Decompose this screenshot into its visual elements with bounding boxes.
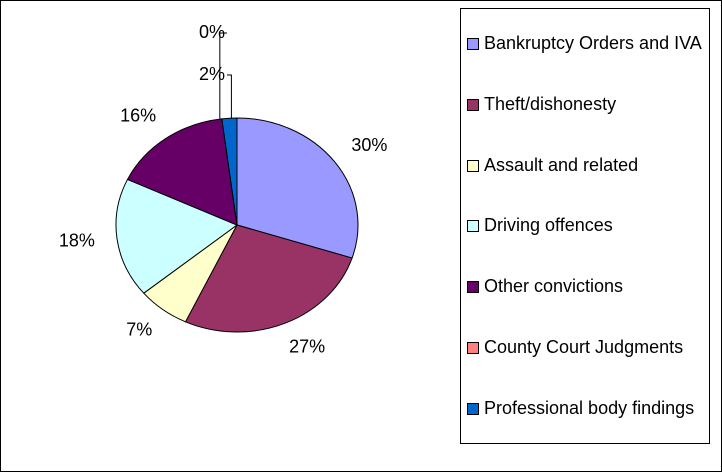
legend-item: County Court Judgments bbox=[467, 336, 703, 359]
legend-item: Bankruptcy Orders and IVA bbox=[467, 32, 703, 55]
legend-label: Professional body findings bbox=[484, 397, 695, 418]
legend-label: Other convictions bbox=[484, 276, 624, 297]
data-label: 7% bbox=[126, 319, 152, 339]
legend-label: Bankruptcy Orders and IVA bbox=[484, 32, 702, 53]
pie-slice bbox=[236, 117, 359, 259]
legend-swatch bbox=[467, 281, 479, 294]
leader-line bbox=[227, 74, 232, 119]
data-label: 0% bbox=[199, 22, 225, 42]
legend-swatch bbox=[467, 98, 479, 111]
legend-item: Other convictions bbox=[467, 275, 703, 298]
legend-swatch bbox=[467, 220, 479, 233]
legend-item: Assault and related bbox=[467, 154, 703, 177]
data-label: 27% bbox=[289, 336, 325, 356]
pie-slice bbox=[126, 118, 238, 226]
legend-swatch bbox=[467, 37, 479, 50]
legend-swatch bbox=[467, 159, 479, 172]
legend-item: Professional body findings bbox=[467, 397, 703, 420]
legend-label: Theft/dishonesty bbox=[484, 93, 617, 114]
legend-item: Theft/dishonesty bbox=[467, 93, 703, 116]
data-label: 16% bbox=[120, 106, 156, 126]
legend-label: County Court Judgments bbox=[484, 337, 684, 358]
data-label: 18% bbox=[59, 231, 95, 251]
pie-slice bbox=[184, 224, 353, 333]
leader-line bbox=[219, 32, 227, 119]
legend-item: Driving offences bbox=[467, 214, 703, 237]
legend-label: Assault and related bbox=[484, 154, 639, 175]
pie-slice bbox=[115, 178, 239, 294]
legend-swatch bbox=[467, 402, 479, 415]
data-label: 2% bbox=[199, 64, 225, 84]
legend: Bankruptcy Orders and IVA Theft/dishonest… bbox=[460, 8, 710, 444]
data-label: 30% bbox=[351, 135, 387, 155]
pie-slice bbox=[221, 117, 238, 226]
legend-swatch bbox=[467, 342, 479, 355]
legend-label: Driving offences bbox=[484, 215, 613, 236]
